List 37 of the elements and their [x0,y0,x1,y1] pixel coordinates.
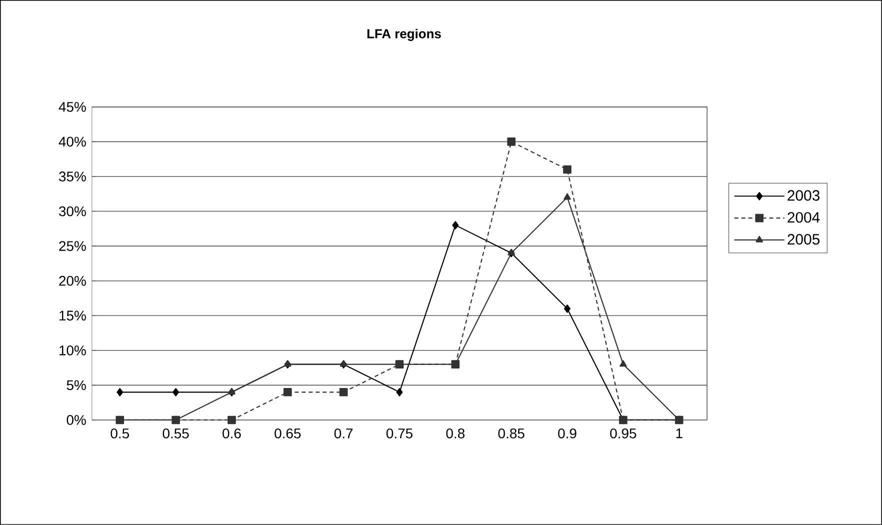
x-tick-label: 0.8 [446,428,465,438]
point [339,388,348,396]
legend-label: 2005 [788,234,820,245]
x-tick-label: 0.95 [610,428,636,438]
x-tick-label: 0.75 [386,428,412,438]
point [620,360,627,367]
point [452,221,459,230]
x-tick-label: 0.85 [498,428,524,438]
x-tick-label: 0.6 [222,428,241,438]
y-tick-label: 25% [59,241,86,252]
point [116,388,124,396]
legend-label: 2004 [788,212,820,223]
point [507,138,516,146]
x-tick-label: 0.9 [558,428,576,438]
x-tick-label: 0.5 [110,428,129,438]
y-tick-label: 40% [58,136,86,147]
x-tick-label: 0.65 [274,428,301,438]
point [172,388,180,396]
x-tick-label: 0.7 [334,428,353,438]
y-tick-label: 10% [60,346,86,356]
y-tick-label: 15% [60,310,86,321]
y-tick-label: 5% [66,380,86,390]
point [228,416,236,424]
y-tick-label: 30% [59,206,86,216]
y-tick-label: 20% [59,276,86,286]
point [284,388,292,396]
point [563,165,572,174]
legend-label: 2003 [788,190,820,201]
chart-title: LFA regions [367,28,441,42]
x-tick-label: 1 [676,428,682,438]
y-tick-label: 0% [66,415,86,425]
point [564,304,571,313]
point [396,388,403,396]
y-tick-label: 45% [58,102,86,112]
point [564,193,571,200]
x-tick-label: 0.55 [162,428,189,438]
y-tick-label: 35% [59,172,86,182]
